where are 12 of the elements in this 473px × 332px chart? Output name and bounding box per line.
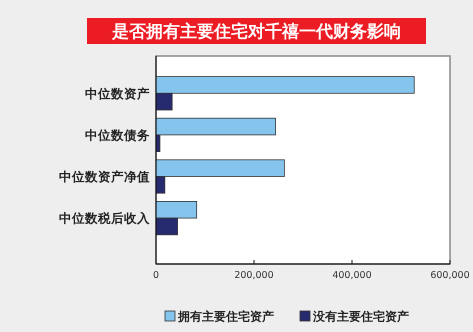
x-tick-label: 0 <box>152 270 160 281</box>
x-tick-label: 400,000 <box>332 270 372 281</box>
chart-title: 是否拥有主要住宅对千禧一代财务影响 <box>111 22 401 42</box>
y-tick-label: 中位数资产 <box>85 86 150 101</box>
x-tick-label: 200,000 <box>234 270 274 281</box>
legend-label: 拥有主要住宅资产 <box>177 310 274 324</box>
y-tick-label: 中位数资产净值 <box>59 169 150 184</box>
legend-label: 没有主要住宅资产 <box>312 310 409 324</box>
title: 是否拥有主要住宅对千禧一代财务影响 <box>87 18 426 44</box>
y-tick-label: 中位数税后收入 <box>59 210 151 226</box>
x-tick-label: 600,000 <box>430 270 470 281</box>
y-tick-label: 中位数债务 <box>85 127 150 142</box>
